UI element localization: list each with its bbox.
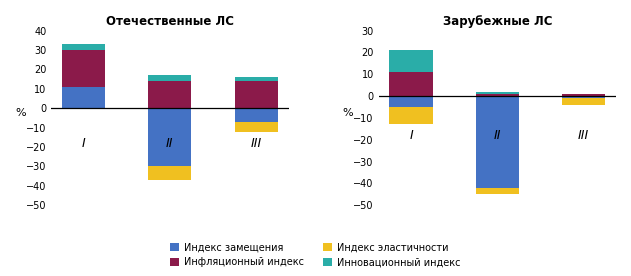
Bar	[389, 72, 433, 96]
Bar	[235, 108, 278, 122]
Bar	[389, 96, 433, 107]
Bar	[235, 77, 278, 81]
Y-axis label: %: %	[343, 108, 353, 118]
Text: I: I	[409, 129, 413, 142]
Bar	[562, 98, 605, 105]
Y-axis label: %: %	[15, 108, 26, 118]
Title: Отечественные ЛС: Отечественные ЛС	[106, 15, 234, 28]
Bar	[62, 87, 105, 108]
Legend: Индекс замещения, Инфляционный индекс, Индекс эластичности, Инновационный индекс: Индекс замещения, Инфляционный индекс, И…	[167, 238, 464, 271]
Text: III: III	[251, 137, 262, 150]
Text: III: III	[578, 129, 589, 142]
Text: II: II	[166, 137, 174, 150]
Bar	[62, 44, 105, 50]
Bar	[148, 81, 191, 108]
Bar	[235, 122, 278, 132]
Bar	[389, 50, 433, 72]
Bar	[148, 108, 191, 166]
Bar	[562, 94, 605, 96]
Bar	[389, 107, 433, 124]
Bar	[148, 75, 191, 81]
Bar	[476, 94, 519, 96]
Bar	[235, 81, 278, 108]
Text: II: II	[493, 129, 501, 142]
Bar	[148, 166, 191, 180]
Bar	[476, 92, 519, 94]
Bar	[476, 96, 519, 188]
Text: I: I	[81, 137, 85, 150]
Bar	[62, 50, 105, 87]
Bar	[476, 188, 519, 194]
Title: Зарубежные ЛС: Зарубежные ЛС	[442, 15, 552, 28]
Bar	[562, 96, 605, 98]
